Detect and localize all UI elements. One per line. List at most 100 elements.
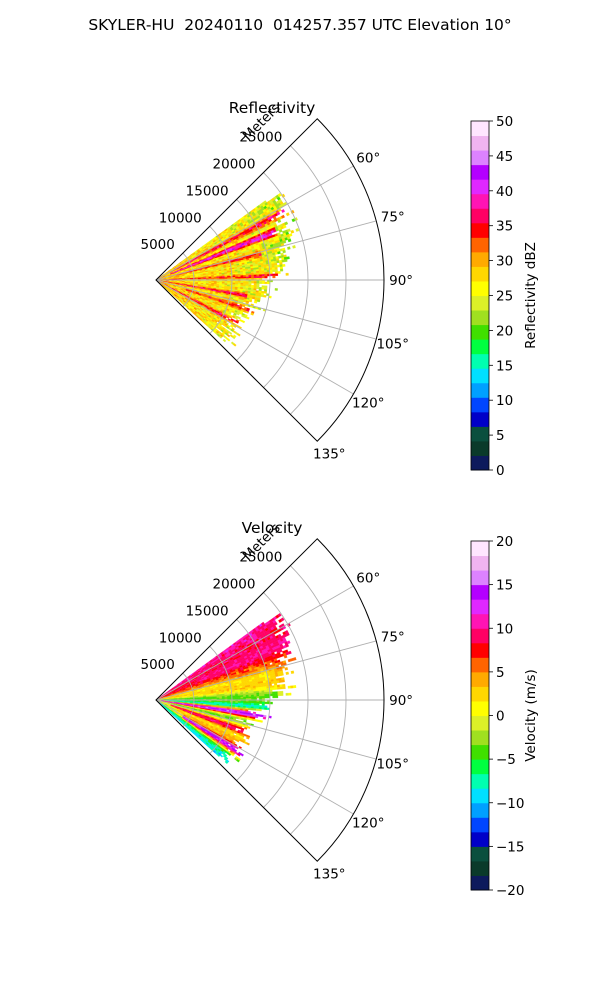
- colorbar-swatch: [471, 222, 489, 238]
- wedge-cell: [293, 685, 297, 689]
- wedge-cell: [241, 320, 246, 324]
- wedge-cell: [251, 281, 255, 284]
- colorbar-tick-label: 40: [496, 184, 513, 200]
- colorbar-tick-label: 35: [496, 219, 513, 235]
- panel-1: Velocity500010000150002000025000Meters60…: [141, 519, 539, 899]
- wedge-cell: [248, 281, 252, 284]
- colorbar-swatch: [471, 237, 489, 253]
- wedge-cell: [276, 260, 280, 264]
- colorbar-swatch: [471, 266, 489, 282]
- wedge-cell: [237, 333, 241, 337]
- colorbar-swatch: [471, 426, 489, 442]
- wedge-cell: [261, 274, 265, 277]
- colorbar-swatch: [471, 193, 489, 209]
- wedge-cell: [243, 281, 247, 284]
- wedge-cell: [256, 276, 260, 279]
- wedge-cell: [240, 275, 244, 278]
- wedge-cell: [290, 685, 294, 689]
- colorbar-tick-label: 10: [496, 393, 513, 409]
- wedge-cell: [222, 338, 227, 343]
- colorbar-swatch: [471, 411, 489, 427]
- wedge-cell: [280, 672, 284, 676]
- wedge-cell: [276, 264, 281, 268]
- colorbar-swatch: [471, 368, 489, 384]
- wedge-cell: [288, 233, 293, 237]
- colorbar-swatch: [471, 339, 489, 355]
- wedge-cell: [243, 282, 247, 285]
- wedge-cell: [243, 275, 247, 278]
- wedge-cell: [228, 331, 233, 335]
- colorbar-tick-label: 25: [496, 289, 513, 305]
- wedge-cell: [261, 281, 265, 284]
- colorbar-swatch: [471, 164, 489, 180]
- wedge-cell: [237, 273, 241, 276]
- wedge-cell: [263, 266, 267, 269]
- colorbar-tick-label: 0: [496, 463, 505, 479]
- wedge-cell: [253, 300, 258, 304]
- wedge-cell: [277, 686, 281, 690]
- wedge-cell: [250, 273, 255, 276]
- wedge-cell: [250, 691, 254, 694]
- wedge-cell: [264, 272, 268, 275]
- azimuth-tick-label: 90°: [389, 273, 413, 289]
- wedge-cell: [281, 214, 286, 219]
- wedge-cell: [276, 680, 280, 684]
- wedge-cell: [248, 276, 252, 279]
- colorbar-tick-label: 30: [496, 254, 513, 270]
- wedge-cell: [251, 276, 255, 279]
- wedge-cell: [285, 671, 289, 675]
- colorbar-swatch: [471, 397, 489, 413]
- colorbar-swatch: [471, 121, 489, 137]
- wedge-cell: [285, 212, 290, 217]
- wedge-cell: [279, 686, 283, 690]
- wedge-cell: [261, 287, 265, 290]
- wedge-cell: [282, 264, 286, 267]
- wedge-cell: [276, 684, 281, 688]
- wedge-cell: [272, 269, 276, 273]
- wedge-cell: [251, 274, 255, 277]
- wedge-cell: [226, 333, 231, 338]
- wedge-cell: [237, 281, 241, 284]
- wedge-cell: [248, 274, 252, 277]
- wedge-cell: [284, 667, 288, 671]
- wedge-cell: [282, 224, 287, 229]
- wedge-cell: [281, 259, 285, 263]
- wedge-cell: [235, 276, 239, 279]
- wedge-cell: [263, 294, 267, 298]
- wedge-cell: [248, 299, 253, 303]
- wedge-cell: [256, 281, 260, 284]
- colorbar-swatch: [471, 135, 489, 151]
- wedge-cell: [264, 275, 268, 279]
- colorbar-swatch: [471, 310, 489, 326]
- wedge-cell: [259, 274, 263, 277]
- wedge-cell: [256, 274, 260, 277]
- colorbar-swatch: [471, 295, 489, 311]
- colorbar-swatch: [471, 455, 489, 471]
- wedge-cell: [276, 211, 281, 216]
- colorbar-tick-label: 15: [496, 358, 513, 374]
- wedge-cell: [292, 657, 297, 661]
- wedge-cell: [274, 267, 278, 270]
- wedge-cell: [274, 269, 278, 272]
- wedge-cell: [284, 221, 289, 226]
- wedge-cell: [287, 238, 292, 243]
- wedge-cell: [240, 276, 244, 279]
- colorbar-tick-label: 50: [496, 114, 513, 130]
- colorbar-swatch: [471, 150, 489, 166]
- azimuth-tick-label: 120°: [352, 396, 385, 412]
- wedge-cell: [277, 219, 282, 223]
- colorbar-tick-label: 5: [496, 428, 505, 444]
- wedge-cell: [263, 291, 267, 294]
- wedge-cell: [248, 273, 252, 276]
- wedge-cell: [258, 272, 263, 275]
- wedge-cell: [274, 687, 278, 690]
- wedge-cell: [284, 259, 288, 263]
- wedge-cell: [290, 670, 295, 674]
- colorbar-swatch: [471, 280, 489, 296]
- wedge-cell: [237, 276, 241, 279]
- azimuth-tick-label: 135°: [313, 446, 346, 462]
- wedge-cell: [245, 276, 249, 279]
- wedge-cell: [287, 246, 291, 250]
